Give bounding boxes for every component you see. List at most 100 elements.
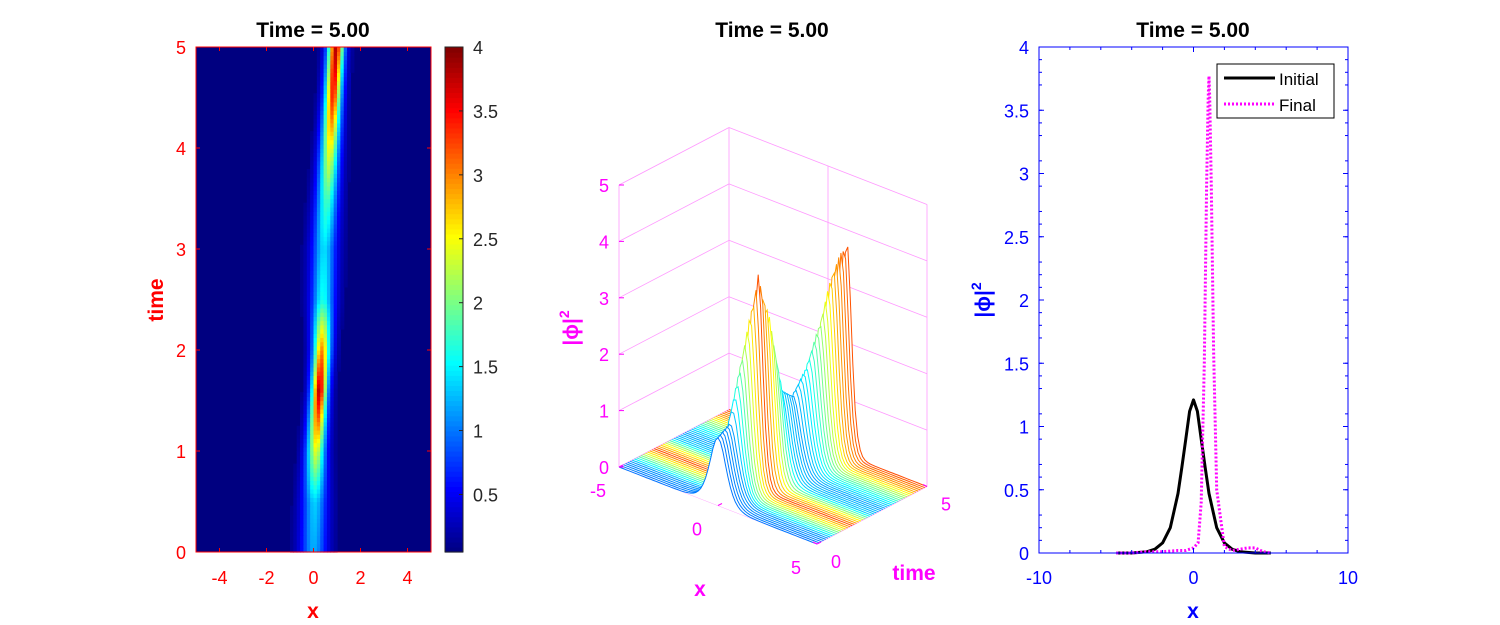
heatmap-cell: [333, 434, 338, 439]
heatmap-cell: [333, 451, 338, 456]
heatmap-cell: [326, 514, 331, 519]
heatmap-cell: [323, 143, 328, 149]
heatmap-cell: [300, 539, 305, 545]
heatmap-cell: [330, 413, 335, 418]
heatmap-cell: [316, 417, 321, 423]
heatmap-xtick-label: 0: [308, 568, 318, 588]
colorbar-segment: [445, 72, 463, 78]
heatmap-cell: [320, 337, 325, 343]
heatmap-cell: [337, 337, 341, 343]
heatmap-cell: [303, 320, 308, 326]
heatmap-cell: [303, 383, 308, 389]
heatmap-cell: [296, 425, 301, 431]
heatmap-cell: [340, 135, 345, 141]
surface-ztick-label: 4: [599, 232, 609, 252]
colorbar-segment: [445, 264, 463, 270]
heatmap-cell: [310, 291, 315, 296]
heatmap-cell: [340, 55, 345, 61]
heatmap-cell: [326, 105, 331, 111]
heatmap-cell: [326, 261, 331, 267]
heatmap-cell: [310, 139, 315, 145]
heatmap-cell: [320, 505, 325, 511]
heatmap-cell: [330, 472, 335, 477]
colorbar-segment: [445, 254, 463, 260]
heatmap-cell: [310, 429, 315, 435]
line-series: [1116, 74, 1272, 555]
colorbar-segment: [445, 350, 463, 356]
heatmap-cell: [320, 366, 325, 372]
heatmap-cell: [333, 215, 338, 221]
heatmap-cell: [316, 429, 321, 435]
heatmap-cell: [333, 413, 338, 418]
heatmap-cell: [326, 476, 331, 482]
heatmap-cell: [343, 169, 348, 174]
heatmap-ytick-label: 4: [176, 139, 186, 159]
heatmap-cell: [300, 291, 305, 296]
heatmap-cell: [316, 244, 321, 250]
heatmap-cell: [340, 47, 345, 52]
heatmap-cell: [320, 215, 325, 221]
heatmap-cell: [326, 429, 331, 435]
heatmap-cell: [330, 396, 335, 402]
heatmap-cell: [306, 535, 311, 540]
heatmap-cell: [320, 101, 325, 107]
heatmap-cell: [347, 173, 352, 179]
heatmap-cell: [326, 89, 331, 94]
heatmap-cell: [320, 488, 325, 494]
heatmap-cell: [323, 240, 328, 246]
heatmap-cell: [323, 232, 328, 237]
heatmap-cell: [350, 63, 355, 69]
heatmap-cell: [323, 215, 328, 221]
heatmap-cell: [326, 110, 331, 115]
heatmap-cell: [316, 530, 321, 536]
heatmap-cell: [310, 366, 315, 372]
heatmap-cell: [323, 105, 328, 111]
heatmap-cell: [330, 404, 335, 410]
heatmap-cell: [303, 244, 308, 250]
heatmap-cell: [313, 169, 318, 174]
heatmap-cell: [306, 497, 311, 503]
heatmap-cell: [343, 59, 348, 65]
heatmap-cell: [333, 514, 338, 519]
heatmap-cell: [323, 97, 328, 103]
heatmap-cell: [313, 215, 318, 221]
heatmap-cell: [306, 379, 311, 385]
heatmap-cell: [320, 185, 325, 191]
back-wall-gridline: [618, 239, 730, 299]
heatmap-cell: [313, 417, 318, 423]
heatmap-cell: [320, 362, 325, 368]
heatmap-cell: [333, 169, 338, 174]
heatmap-cell: [330, 400, 335, 406]
colorbar-segment: [445, 52, 463, 58]
heatmap-cell: [326, 303, 331, 309]
heatmap-cell: [323, 366, 328, 372]
heatmap-cell: [316, 400, 321, 406]
heatmap-cell: [316, 122, 321, 128]
heatmap-cell: [306, 371, 311, 376]
heatmap-cell: [290, 547, 294, 553]
heatmap-cell: [303, 270, 308, 275]
heatmap-cell: [316, 307, 321, 313]
surface-xtick: [816, 541, 822, 545]
heatmap-cell: [306, 387, 311, 393]
heatmap-cell: [306, 514, 311, 519]
heatmap-cell: [296, 535, 301, 540]
heatmap-cell: [330, 164, 335, 170]
heatmap-cell: [316, 434, 321, 439]
heatmap-cell: [316, 143, 321, 149]
heatmap-cell: [306, 257, 311, 263]
heatmap-cell: [296, 493, 301, 498]
heatmap-cell: [320, 51, 325, 57]
heatmap-cell: [326, 333, 331, 338]
heatmap-cell: [333, 484, 338, 490]
heatmap-cell: [326, 223, 331, 229]
heatmap-cell: [340, 169, 345, 174]
heatmap-cell: [337, 169, 341, 174]
heatmap-cell: [306, 177, 311, 183]
heatmap-cell: [313, 97, 318, 103]
heatmap-cell: [313, 459, 318, 465]
surface-title: Time = 5.00: [715, 19, 828, 42]
heatmap-cell: [340, 160, 345, 166]
heatmap-cell: [340, 265, 345, 271]
t-axis: [816, 486, 928, 545]
